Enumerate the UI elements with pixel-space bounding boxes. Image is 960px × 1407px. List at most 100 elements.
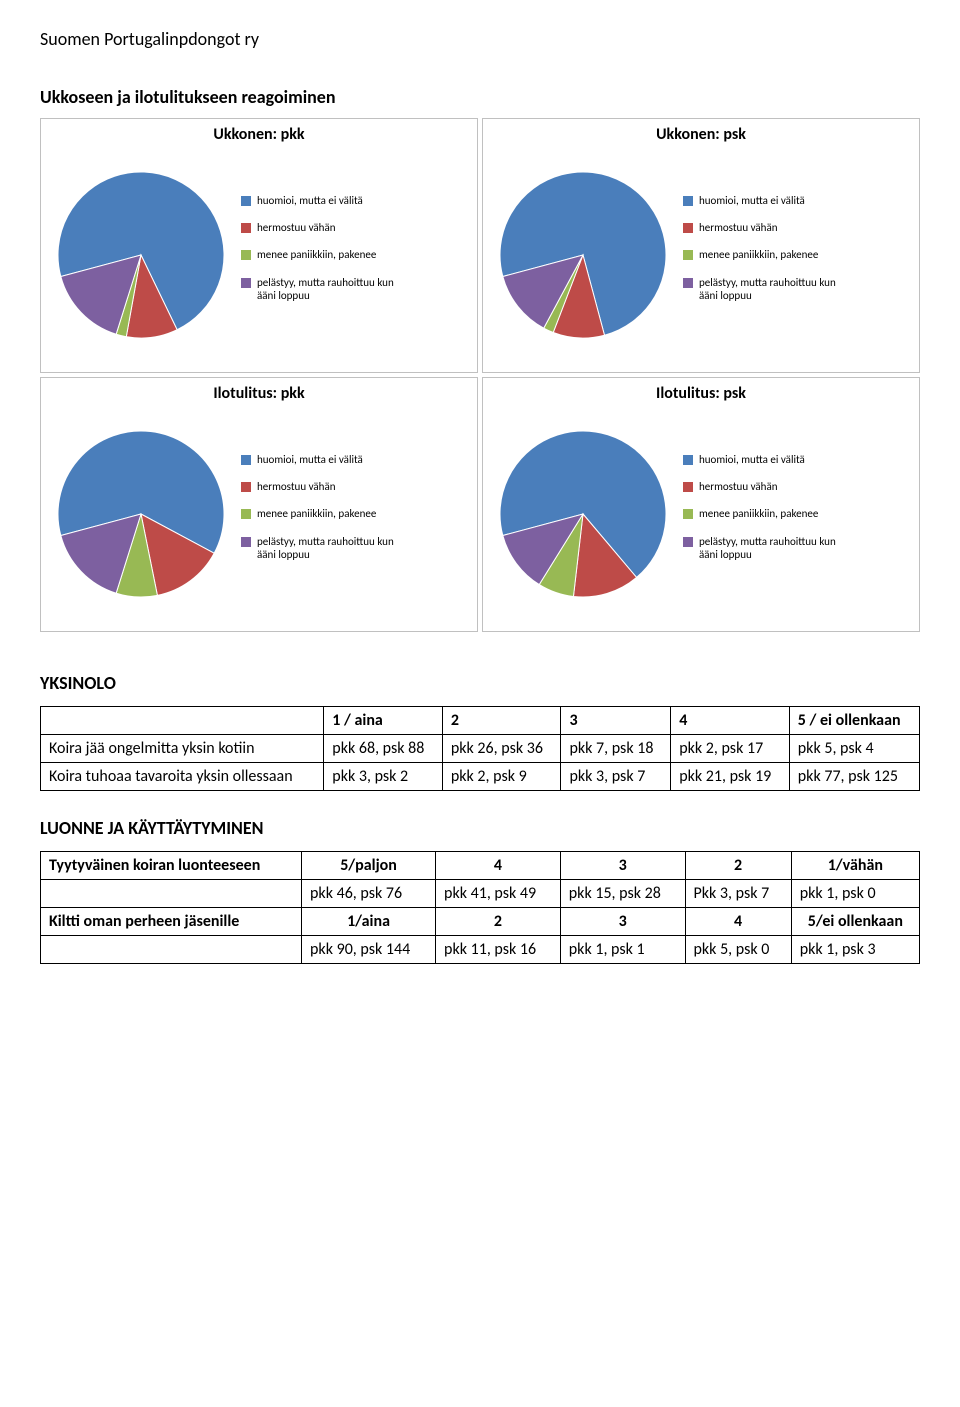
empty-cell: [41, 936, 302, 964]
cell: pkk 90, psk 144: [302, 936, 436, 964]
legend-swatch-icon: [241, 455, 251, 465]
cell: pkk 77, psk 125: [789, 763, 919, 791]
col-head: 2: [685, 852, 791, 880]
cell: pkk 3, psk 7: [561, 763, 671, 791]
legend-swatch-icon: [241, 482, 251, 492]
cell: pkk 15, psk 28: [560, 880, 685, 908]
row-label: Koira jää ongelmitta yksin kotiin: [41, 735, 324, 763]
legend-item: pelästyy, mutta rauhoittuu kun ääni lopp…: [683, 276, 909, 302]
legend-swatch-icon: [241, 537, 251, 547]
col-head: 4: [436, 852, 561, 880]
legend-label: pelästyy, mutta rauhoittuu kun ääni lopp…: [699, 276, 849, 302]
legend-swatch-icon: [241, 278, 251, 288]
legend-label: hermostuu vähän: [257, 221, 336, 234]
legend-swatch-icon: [683, 455, 693, 465]
legend-item: menee paniikkiin, pakenee: [241, 248, 467, 261]
cell: pkk 1, psk 3: [791, 936, 919, 964]
pie-chart: [51, 170, 231, 340]
legend-label: hermostuu vähän: [699, 221, 778, 234]
legend-item: menee paniikkiin, pakenee: [241, 507, 467, 520]
org-name: Suomen Portugalinpdongot ry: [40, 28, 920, 50]
cell: Pkk 3, psk 7: [685, 880, 791, 908]
legend-item: hermostuu vähän: [683, 480, 909, 493]
empty-cell: [41, 880, 302, 908]
legend-swatch-icon: [683, 223, 693, 233]
legend-item: huomioi, mutta ei välitä: [683, 453, 909, 466]
legend-label: huomioi, mutta ei välitä: [257, 453, 363, 466]
chart-legend: huomioi, mutta ei välitä hermostuu vähän m…: [673, 453, 909, 575]
cell: pkk 11, psk 16: [436, 936, 561, 964]
cell: pkk 26, psk 36: [442, 735, 561, 763]
row-label: Tyytyväinen koiran luonteeseen: [41, 852, 302, 880]
table-row: Kiltti oman perheen jäsenille 1/aina 2 3…: [41, 908, 920, 936]
chart-legend: huomioi, mutta ei välitä hermostuu vähän m…: [231, 194, 467, 316]
table-row: Koira jää ongelmitta yksin kotiin pkk 68…: [41, 735, 920, 763]
table-header-row: 1 / aina 2 3 4 5 / ei ollenkaan: [41, 707, 920, 735]
empty-cell: [41, 707, 324, 735]
chart-legend: huomioi, mutta ei välitä hermostuu vähän m…: [231, 453, 467, 575]
col-head: 5/paljon: [302, 852, 436, 880]
yksinolo-table: 1 / aina 2 3 4 5 / ei ollenkaan Koira jä…: [40, 706, 920, 791]
chart-title: Ilotulitus: pkk: [51, 384, 467, 403]
chart-panel: Ukkonen: psk huomioi, mutta ei välitä herm…: [482, 118, 920, 373]
col-head: 2: [442, 707, 561, 735]
legend-item: hermostuu vähän: [241, 480, 467, 493]
col-head: 5 / ei ollenkaan: [789, 707, 919, 735]
legend-swatch-icon: [241, 196, 251, 206]
chart-title: Ukkonen: psk: [493, 125, 909, 144]
legend-label: huomioi, mutta ei välitä: [257, 194, 363, 207]
pie-chart: [493, 170, 673, 340]
cell: pkk 21, psk 19: [671, 763, 790, 791]
chart-legend: huomioi, mutta ei välitä hermostuu vähän m…: [673, 194, 909, 316]
legend-item: pelästyy, mutta rauhoittuu kun ääni lopp…: [683, 535, 909, 561]
legend-label: huomioi, mutta ei välitä: [699, 194, 805, 207]
legend-swatch-icon: [683, 482, 693, 492]
luonne-table: Tyytyväinen koiran luonteeseen 5/paljon …: [40, 851, 920, 964]
col-head: 1/aina: [302, 908, 436, 936]
legend-label: menee paniikkiin, pakenee: [257, 248, 376, 261]
pie-chart: [493, 429, 673, 599]
cell: pkk 68, psk 88: [324, 735, 443, 763]
legend-swatch-icon: [683, 509, 693, 519]
chart-panel: Ukkonen: pkk huomioi, mutta ei välitä herm…: [40, 118, 478, 373]
legend-item: huomioi, mutta ei välitä: [241, 194, 467, 207]
legend-swatch-icon: [683, 250, 693, 260]
legend-swatch-icon: [241, 223, 251, 233]
legend-label: hermostuu vähän: [699, 480, 778, 493]
chart-panel: Ilotulitus: pskhuomioi, mutta ei välitäh…: [482, 377, 920, 632]
legend-item: huomioi, mutta ei välitä: [241, 453, 467, 466]
legend-label: pelästyy, mutta rauhoittuu kun ääni lopp…: [257, 535, 407, 561]
legend-item: menee paniikkiin, pakenee: [683, 507, 909, 520]
cell: pkk 1, psk 0: [791, 880, 919, 908]
cell: pkk 1, psk 1: [560, 936, 685, 964]
legend-swatch-icon: [683, 196, 693, 206]
chart-title: Ukkonen: pkk: [51, 125, 467, 144]
legend-item: hermostuu vähän: [683, 221, 909, 234]
legend-item: pelästyy, mutta rauhoittuu kun ääni lopp…: [241, 535, 467, 561]
cell: pkk 2, psk 9: [442, 763, 561, 791]
col-head: 3: [560, 852, 685, 880]
legend-label: pelästyy, mutta rauhoittuu kun ääni lopp…: [257, 276, 407, 302]
legend-item: pelästyy, mutta rauhoittuu kun ääni lopp…: [241, 276, 467, 302]
legend-label: menee paniikkiin, pakenee: [699, 248, 818, 261]
cell: pkk 46, psk 76: [302, 880, 436, 908]
col-head: 3: [561, 707, 671, 735]
row-label: Koira tuhoaa tavaroita yksin ollessaan: [41, 763, 324, 791]
legend-item: menee paniikkiin, pakenee: [683, 248, 909, 261]
luonne-heading: LUONNE JA KÄYTTÄYTYMINEN: [40, 817, 920, 839]
legend-label: hermostuu vähän: [257, 480, 336, 493]
legend-label: menee paniikkiin, pakenee: [699, 507, 818, 520]
charts-grid: Ukkonen: pkk huomioi, mutta ei välitä herm…: [40, 118, 920, 632]
chart-panel: Ilotulitus: pkkhuomioi, mutta ei välitäh…: [40, 377, 478, 632]
legend-label: menee paniikkiin, pakenee: [257, 507, 376, 520]
legend-label: huomioi, mutta ei välitä: [699, 453, 805, 466]
chart-title: Ilotulitus: psk: [493, 384, 909, 403]
col-head: 3: [560, 908, 685, 936]
legend-swatch-icon: [241, 509, 251, 519]
row-label: Kiltti oman perheen jäsenille: [41, 908, 302, 936]
table-row: pkk 46, psk 76 pkk 41, psk 49 pkk 15, ps…: [41, 880, 920, 908]
cell: pkk 3, psk 2: [324, 763, 443, 791]
legend-item: huomioi, mutta ei välitä: [683, 194, 909, 207]
col-head: 1/vähän: [791, 852, 919, 880]
col-head: 4: [671, 707, 790, 735]
